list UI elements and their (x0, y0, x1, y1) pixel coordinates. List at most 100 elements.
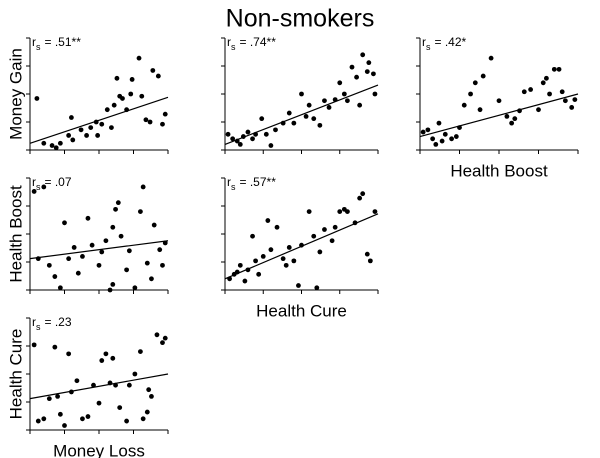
point (150, 68, 156, 73)
point (364, 251, 370, 257)
point (160, 121, 165, 127)
point (80, 416, 85, 422)
point (113, 206, 118, 212)
point (95, 133, 101, 138)
point (372, 91, 378, 97)
point (85, 414, 91, 419)
point (317, 122, 323, 128)
point (139, 93, 145, 99)
point (420, 129, 426, 135)
point (311, 116, 317, 122)
point (345, 209, 350, 215)
point (357, 102, 363, 108)
annotation: rs = .23 (32, 315, 72, 332)
point (52, 274, 58, 279)
stat-symbol: r (227, 175, 231, 189)
point (256, 271, 262, 277)
point (296, 283, 301, 288)
point (46, 396, 52, 402)
point (317, 249, 323, 255)
point (314, 285, 320, 291)
point (144, 260, 150, 266)
annotation: rs = .51** (32, 35, 81, 52)
point (124, 267, 129, 273)
point (109, 125, 114, 130)
point (126, 382, 132, 388)
point (430, 136, 436, 142)
point (41, 140, 47, 146)
annotation: rs = .07 (32, 175, 72, 192)
point (110, 224, 116, 230)
point (140, 184, 146, 190)
point (357, 195, 363, 201)
point (268, 143, 274, 148)
regression-line (29, 373, 169, 400)
point (360, 191, 366, 197)
point (332, 224, 338, 230)
stat-value: = .23 (45, 315, 72, 329)
point (99, 121, 105, 127)
point (89, 242, 95, 248)
point (337, 80, 343, 86)
point (364, 69, 370, 74)
point (480, 73, 486, 79)
point (31, 342, 37, 348)
point (162, 111, 168, 117)
point (322, 227, 327, 232)
point (556, 66, 562, 72)
stat-subscript: s (231, 182, 236, 192)
regression-line (29, 240, 169, 260)
point (329, 238, 335, 244)
point (468, 91, 473, 97)
point (69, 115, 74, 120)
stat-symbol: r (227, 35, 231, 49)
point (31, 189, 37, 194)
point (544, 75, 549, 81)
point (250, 136, 255, 142)
point (49, 143, 55, 148)
point (46, 262, 52, 268)
point (57, 285, 63, 291)
point (132, 285, 138, 291)
point (107, 287, 113, 293)
point (337, 209, 343, 215)
point (349, 64, 355, 70)
point (453, 134, 459, 139)
point (253, 258, 258, 264)
point (114, 75, 120, 81)
point (66, 351, 72, 357)
regression-line (29, 96, 169, 144)
stat-value: = .42* (435, 35, 467, 49)
point (237, 262, 243, 268)
point (274, 224, 280, 230)
point (99, 358, 105, 363)
point (35, 418, 41, 424)
point (104, 107, 110, 113)
point (160, 340, 165, 346)
point (237, 142, 243, 147)
point (57, 140, 63, 146)
point (326, 105, 332, 110)
point (103, 238, 109, 244)
point (143, 117, 149, 123)
point (540, 80, 546, 86)
point (572, 97, 578, 102)
point (136, 55, 142, 61)
stat-value: = .07 (45, 175, 72, 189)
point (62, 423, 67, 428)
point (149, 394, 154, 399)
point (569, 105, 575, 110)
point (151, 222, 157, 228)
stat-value: = .57** (240, 175, 277, 189)
stat-subscript: s (36, 182, 41, 192)
point (115, 200, 121, 206)
point (286, 110, 292, 116)
point (512, 116, 518, 122)
point (34, 96, 40, 101)
point (110, 355, 116, 361)
point (521, 89, 527, 95)
point (66, 133, 72, 138)
point (126, 248, 132, 254)
point (242, 278, 248, 284)
point (110, 282, 116, 287)
